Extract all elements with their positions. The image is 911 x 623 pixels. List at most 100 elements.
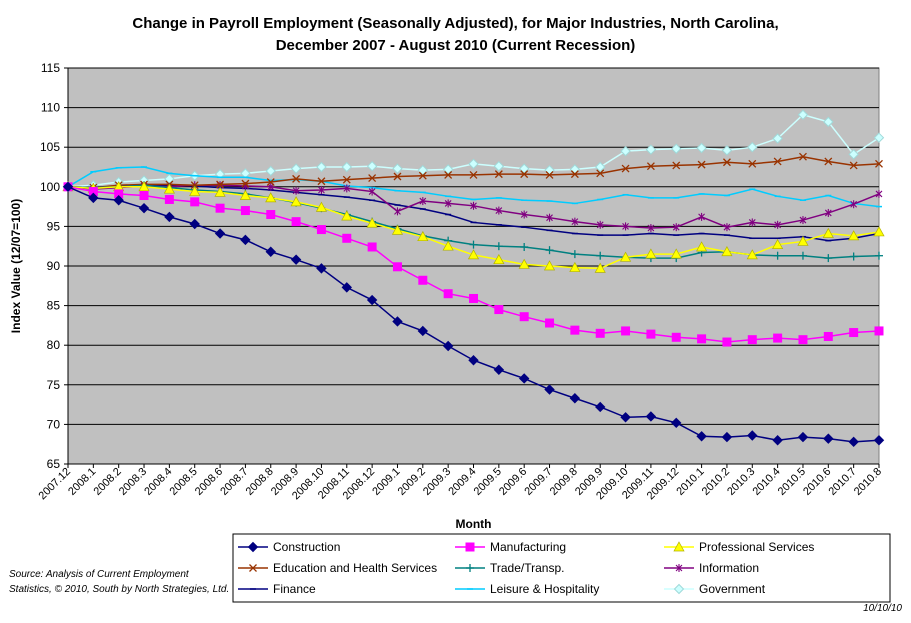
data-point-construction-2009.1 — [392, 316, 403, 327]
legend-item-finance: Finance — [238, 582, 316, 596]
data-point-information-2010.8 — [875, 189, 883, 198]
data-point-information-2009.8 — [571, 217, 579, 226]
marker-stroke — [849, 161, 858, 170]
data-point-manufacturing-2008.11 — [342, 233, 352, 243]
legend-label-professional-services: Professional Services — [699, 540, 814, 554]
data-point-professional-services-2009.8 — [569, 261, 581, 272]
marker-stroke — [875, 159, 883, 168]
x-tick-label-2009.5: 2009.5 — [472, 466, 504, 498]
data-point-education-and-health-services-2010.1 — [697, 160, 706, 169]
marker-stroke — [249, 564, 257, 572]
data-point-construction-2008.3 — [138, 202, 150, 214]
legend-item-trade-transp: Trade/Transp. — [455, 561, 564, 575]
data-point-professional-services-2009.2 — [417, 230, 429, 242]
legend-item-education-and-health-services: Education and Health Services — [238, 561, 437, 575]
data-point-manufacturing-2010.6 — [823, 331, 833, 341]
data-point-construction-2009.9 — [595, 401, 606, 413]
data-point-education-and-health-services-2009.8 — [570, 170, 579, 179]
data-point-information-2010.3 — [748, 218, 756, 227]
data-point-construction-2009.7 — [544, 384, 555, 395]
data-point-manufacturing-2009.7 — [545, 318, 555, 328]
legend-label-finance: Finance — [273, 582, 316, 596]
x-tick-label-2010.8: 2010.8 — [852, 466, 884, 498]
data-point-education-and-health-services-2008.11 — [342, 175, 351, 184]
x-tick-label-2010.5: 2010.5 — [776, 466, 808, 498]
marker-stroke — [266, 178, 275, 187]
marker-stroke — [520, 170, 529, 179]
legend-item-manufacturing: Manufacturing — [455, 540, 566, 554]
data-point-trade-transp-2009.9 — [596, 251, 605, 260]
data-point-professional-services-2010.6 — [822, 227, 834, 238]
data-point-construction-2009.12 — [671, 417, 682, 429]
data-point-information-2009.2 — [419, 197, 427, 206]
marker-stroke — [342, 175, 351, 184]
data-point-construction-2008.12 — [366, 294, 378, 306]
data-point-construction-2010.8 — [873, 435, 885, 446]
data-point-education-and-health-services-2009.12 — [672, 161, 681, 170]
data-point-trade-transp-2009.7 — [545, 246, 554, 255]
x-tick-label-2010.3: 2010.3 — [725, 466, 757, 498]
data-point-education-and-health-services-2010.8 — [875, 159, 883, 168]
x-tick-label-2009.6: 2009.6 — [497, 466, 529, 498]
data-point-trade-transp-2009.5 — [494, 242, 503, 251]
data-point-professional-services-2008.10 — [315, 201, 328, 212]
data-point-manufacturing-2008.10 — [316, 225, 326, 235]
x-tick-label-2009.3: 2009.3 — [421, 466, 453, 498]
data-point-government-2008.8 — [265, 165, 276, 177]
y-tick-label-70: 70 — [47, 417, 61, 431]
data-point-trade-transp-2009.6 — [520, 242, 529, 251]
data-point-information-2010.1 — [698, 212, 705, 221]
y-tick-label-110: 110 — [41, 101, 60, 115]
data-point-professional-services-2008.8 — [265, 192, 277, 203]
data-point-construction-2009.5 — [493, 364, 505, 375]
data-point-manufacturing-2008.4 — [164, 194, 174, 204]
data-point-professional-services-2008.3 — [138, 181, 150, 192]
legend-swatch-marker — [673, 583, 685, 595]
marker-stroke — [824, 157, 833, 166]
data-point-manufacturing-2010.5 — [798, 335, 808, 345]
data-point-professional-services-2008.12 — [366, 217, 378, 228]
marker-stroke — [494, 170, 503, 179]
data-point-construction-2009.2 — [417, 325, 429, 337]
series-government — [62, 109, 885, 193]
x-tick-label-2008.7: 2008.7 — [218, 466, 250, 498]
data-point-manufacturing-2010.2 — [722, 337, 732, 347]
data-point-trade-transp-2010.4 — [773, 251, 782, 260]
data-point-professional-services-2008.4 — [163, 183, 175, 194]
data-point-construction-2010.3 — [747, 430, 758, 441]
data-point-government-2009.2 — [417, 164, 429, 176]
marker-stroke — [545, 170, 554, 179]
data-point-construction-2010.6 — [823, 433, 834, 444]
data-point-government-2010.5 — [797, 109, 809, 120]
legend-item-construction: Construction — [238, 540, 340, 554]
data-point-education-and-health-services-2008.8 — [266, 178, 275, 187]
data-point-information-2009.4 — [470, 201, 477, 210]
data-point-construction-2008.2 — [113, 195, 124, 206]
data-point-manufacturing-2008.3 — [139, 191, 149, 201]
data-point-information-2009.10 — [622, 222, 629, 231]
y-tick-label-115: 115 — [41, 61, 60, 75]
data-point-government-2009.10 — [620, 145, 631, 157]
data-point-construction-2007.12 — [62, 181, 74, 193]
series-markers-construction — [62, 181, 885, 448]
series-markers-government — [62, 109, 885, 193]
legend-label-information: Information — [699, 561, 759, 575]
data-point-government-2009.1 — [392, 163, 403, 174]
data-point-manufacturing-2009.12 — [671, 332, 681, 342]
x-tick-label-2008.2: 2008.2 — [92, 466, 124, 498]
legend-swatch-marker — [465, 542, 475, 552]
data-point-construction-2010.2 — [721, 431, 733, 443]
y-tick-label-75: 75 — [47, 378, 61, 392]
data-point-government-2009.11 — [645, 144, 657, 155]
data-point-manufacturing-2008.7 — [240, 206, 250, 216]
data-point-professional-services-2008.7 — [239, 189, 252, 200]
marker-stroke — [570, 170, 579, 179]
data-point-professional-services-2009.11 — [645, 248, 657, 259]
data-point-professional-services-2010.7 — [848, 230, 860, 241]
data-point-construction-2010.5 — [797, 431, 809, 443]
data-point-trade-transp-2010.8 — [875, 251, 883, 260]
data-point-professional-services-2008.6 — [214, 186, 226, 197]
data-point-manufacturing-2009.1 — [392, 262, 402, 272]
marker-stroke — [748, 159, 757, 168]
data-point-education-and-health-services-2009.2 — [418, 171, 427, 180]
